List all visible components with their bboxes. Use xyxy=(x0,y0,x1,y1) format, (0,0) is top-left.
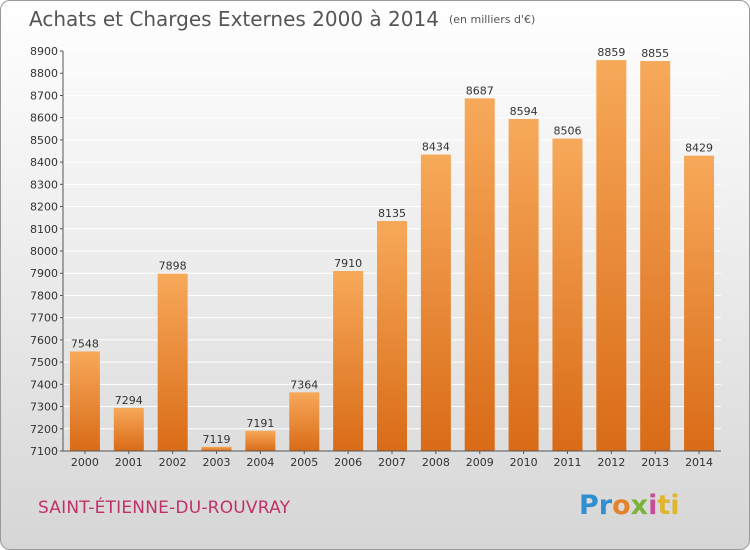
logo-letters-4: i xyxy=(648,490,658,521)
y-tick-label: 8000 xyxy=(30,245,58,258)
bar-value-label: 8859 xyxy=(597,46,625,59)
bar-value-label: 7910 xyxy=(334,257,362,270)
y-tick-label: 8400 xyxy=(30,156,58,169)
bar-value-label: 7548 xyxy=(71,337,99,350)
bar-2010 xyxy=(508,119,539,451)
bar-value-label: 7898 xyxy=(159,260,187,273)
x-tick-label: 2003 xyxy=(203,456,231,469)
y-tick-label: 8800 xyxy=(30,67,58,80)
bar-value-label: 8429 xyxy=(685,142,713,155)
bar-2003 xyxy=(201,446,232,451)
x-tick-label: 2004 xyxy=(246,456,274,469)
bar-2013 xyxy=(640,61,671,451)
chart-title: Achats et Charges Externes 2000 à 2014 (e… xyxy=(29,7,535,31)
x-tick-label: 2006 xyxy=(334,456,362,469)
x-tick-label: 2005 xyxy=(290,456,318,469)
bar-2002 xyxy=(157,273,188,451)
bar-value-label: 7294 xyxy=(115,394,143,407)
logo-letters-2: o xyxy=(612,490,631,521)
bar-2005 xyxy=(289,392,320,451)
axes: 7100 7200 7300 7400 7500 7600 7700 7800 7900 8000… xyxy=(30,45,721,469)
bar-2001 xyxy=(113,407,144,451)
bar-2008 xyxy=(420,154,451,452)
city-name: SAINT-ÉTIENNE-DU-ROUVRAY xyxy=(38,498,291,518)
y-tick-label: 8900 xyxy=(30,45,58,58)
chart-unit: (en milliers d'€) xyxy=(448,13,536,26)
bar-value-label: 8135 xyxy=(378,207,406,220)
bar-2009 xyxy=(464,98,495,451)
y-tick-label: 8600 xyxy=(30,112,58,125)
x-tick-label: 2012 xyxy=(597,456,625,469)
bar-2004 xyxy=(245,430,276,451)
y-tick-label: 8200 xyxy=(30,201,58,214)
y-tick-label: 7800 xyxy=(30,289,58,302)
bar-value-label: 8687 xyxy=(466,84,494,97)
bar-2011 xyxy=(552,138,583,452)
y-tick-label: 7700 xyxy=(30,312,58,325)
bar-value-label: 7364 xyxy=(290,378,318,391)
x-tick-label: 2001 xyxy=(115,456,143,469)
x-tick-label: 2008 xyxy=(422,456,450,469)
y-tick-label: 7400 xyxy=(30,378,58,391)
y-tick-label: 8700 xyxy=(30,89,58,102)
bar-2006 xyxy=(333,271,364,451)
x-tick-label: 2007 xyxy=(378,456,406,469)
bar-2014 xyxy=(684,155,715,451)
chart-title-text: Achats et Charges Externes 2000 à 2014 xyxy=(29,7,439,31)
x-tick-label: 2002 xyxy=(159,456,187,469)
x-tick-label: 2011 xyxy=(553,456,581,469)
x-tick-label: 2013 xyxy=(641,456,669,469)
y-tick-label: 7100 xyxy=(30,445,58,458)
y-tick-label: 8500 xyxy=(30,134,58,147)
y-tick-label: 7200 xyxy=(30,423,58,436)
bar-value-label: 8506 xyxy=(553,125,581,138)
x-tick-label: 2014 xyxy=(685,456,713,469)
bar-value-label: 8855 xyxy=(641,47,669,60)
y-tick-label: 8300 xyxy=(30,178,58,191)
bar-2012 xyxy=(596,60,627,451)
bar-value-label: 7119 xyxy=(203,433,231,446)
bar-value-label: 8594 xyxy=(510,105,538,118)
y-tick-label: 7500 xyxy=(30,356,58,369)
y-tick-label: 7300 xyxy=(30,401,58,414)
x-tick-label: 2000 xyxy=(71,456,99,469)
logo-letters-3: x xyxy=(630,490,649,521)
y-tick-label: 7600 xyxy=(30,334,58,347)
y-tick-label: 7900 xyxy=(30,267,58,280)
bar-2007 xyxy=(377,221,407,451)
logo-letters-5: ti xyxy=(657,490,680,521)
bar-value-label: 8434 xyxy=(422,141,450,154)
bar-value-label: 7191 xyxy=(246,417,274,430)
logo-letters-1: Pr xyxy=(579,490,613,521)
x-tick-label: 2009 xyxy=(466,456,494,469)
bars: 7548 7294 7898 7119 7191 7364 7910 8135 8434 8687… xyxy=(69,46,715,452)
y-tick-label: 8100 xyxy=(30,223,58,236)
proxiti-logo[interactable]: Proxiti xyxy=(579,490,680,521)
bar-2000 xyxy=(69,351,100,451)
x-tick-label: 2010 xyxy=(510,456,538,469)
